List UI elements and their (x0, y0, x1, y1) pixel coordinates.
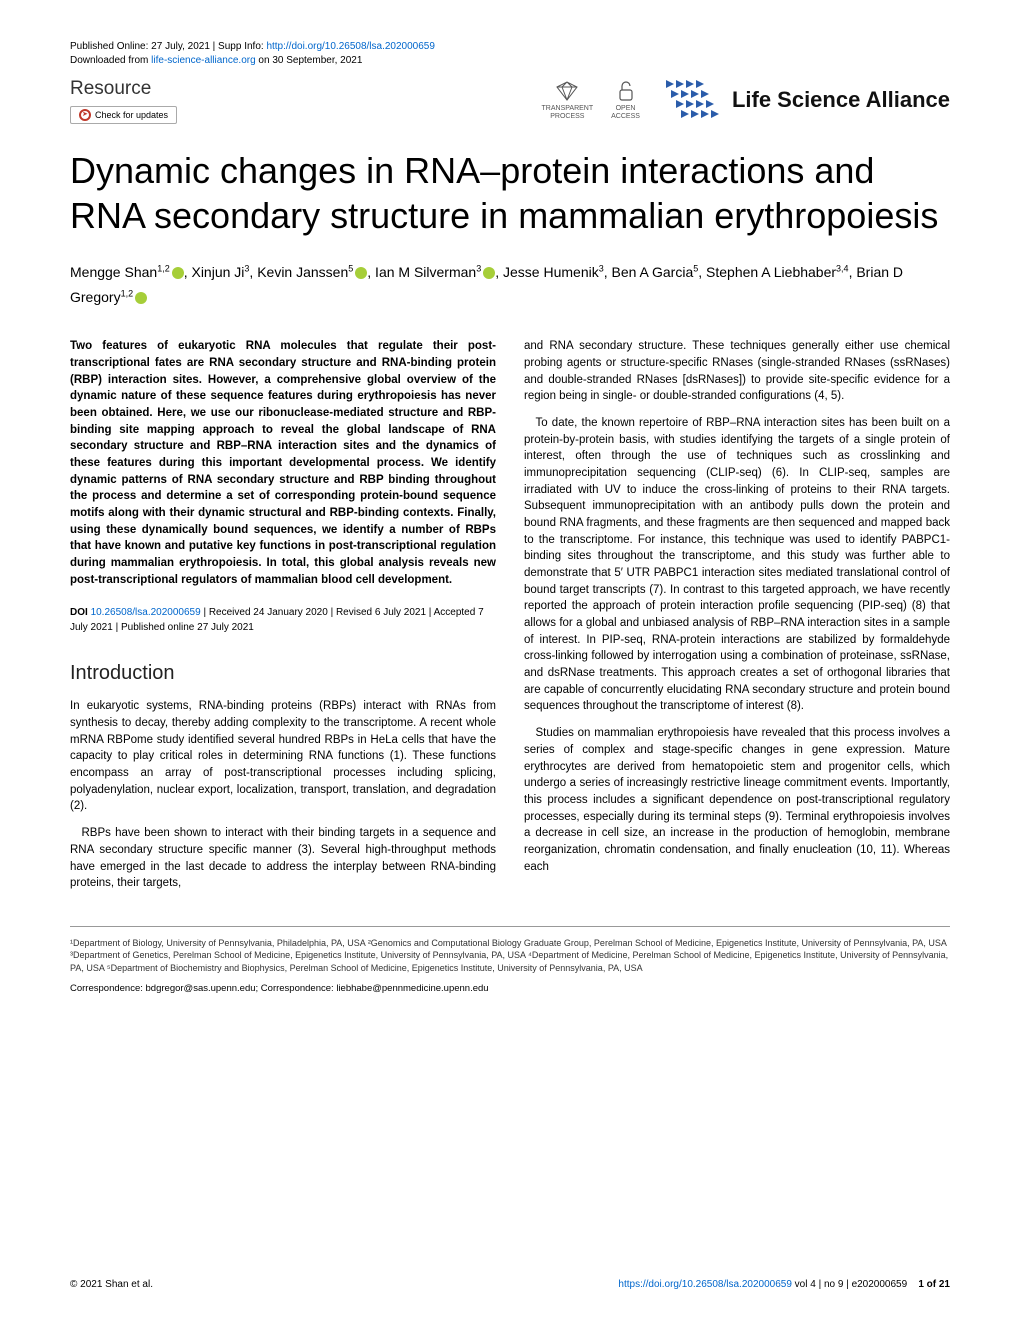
article-title: Dynamic changes in RNA–protein interacti… (70, 148, 950, 238)
col2-p2: To date, the known repertoire of RBP–RNA… (524, 415, 950, 715)
author-7-sup: 3,4 (836, 263, 849, 273)
page-number: 1 of 21 (918, 1279, 950, 1290)
lock-open-icon (616, 80, 636, 102)
orcid-icon[interactable] (355, 267, 367, 279)
check-updates-button[interactable]: Check for updates (70, 106, 177, 124)
author-7: , Stephen A Liebhaber (698, 264, 836, 280)
orcid-icon[interactable] (172, 267, 184, 279)
pub-line: Published Online: 27 July, 2021 | Supp I… (70, 41, 266, 52)
journal-name: Life Science Alliance (732, 87, 950, 113)
intro-p2: RBPs have been shown to interact with th… (70, 825, 496, 892)
footer-doi-link[interactable]: https://doi.org/10.26508/lsa.202000659 (618, 1279, 791, 1290)
doi-line: DOI 10.26508/lsa.202000659 | Received 24… (70, 606, 496, 635)
author-8-sup: 1,2 (121, 289, 134, 299)
correspondence: Correspondence: bdgregor@sas.upenn.edu; … (70, 983, 950, 994)
pub-link[interactable]: http://doi.org/10.26508/lsa.202000659 (266, 41, 434, 52)
col2-p3: Studies on mammalian erythropoiesis have… (524, 725, 950, 875)
doi-link[interactable]: 10.26508/lsa.202000659 (91, 607, 201, 618)
right-column: and RNA secondary structure. These techn… (524, 338, 950, 901)
author-4-sup: 3 (476, 263, 481, 273)
resource-label: Resource (70, 78, 177, 100)
open-access-badge: OPEN ACCESS (611, 80, 640, 120)
header-pub-info: Published Online: 27 July, 2021 | Supp I… (70, 40, 950, 68)
download-line: Downloaded from (70, 55, 151, 66)
open-l1: OPEN (616, 105, 636, 113)
page-footer: © 2021 Shan et al. https://doi.org/10.26… (70, 1279, 950, 1290)
transparent-l2: PROCESS (550, 113, 584, 121)
author-3-sup: 5 (348, 263, 353, 273)
download-suffix: on 30 September, 2021 (256, 55, 363, 66)
diamond-icon (553, 80, 581, 102)
transparent-process-badge: TRANSPARENT PROCESS (542, 80, 594, 120)
intro-p1: In eukaryotic systems, RNA-binding prote… (70, 698, 496, 815)
footer-citation: vol 4 | no 9 | e202000659 (792, 1279, 907, 1290)
doi-label: DOI (70, 607, 91, 618)
author-1: Mengge Shan (70, 264, 157, 280)
intro-heading: Introduction (70, 659, 496, 688)
download-link[interactable]: life-science-alliance.org (151, 55, 256, 66)
author-5: , Jesse Humenik (495, 264, 598, 280)
open-l2: ACCESS (611, 113, 640, 121)
affiliations: ¹Department of Biology, University of Pe… (70, 926, 950, 975)
author-6: , Ben A Garcia (604, 264, 694, 280)
check-updates-icon (79, 109, 91, 121)
transparent-l1: TRANSPARENT (542, 105, 594, 113)
check-updates-label: Check for updates (95, 110, 168, 120)
orcid-icon[interactable] (483, 267, 495, 279)
abstract-text: Two features of eukaryotic RNA molecules… (70, 338, 496, 588)
authors-list: Mengge Shan1,2, Xinjun Ji3, Kevin Jansse… (70, 260, 950, 310)
journal-brand: Life Science Alliance (658, 78, 950, 122)
badges-row: TRANSPARENT PROCESS OPEN ACCESS (542, 78, 950, 122)
author-4: , Ian M Silverman (367, 264, 476, 280)
left-column: Two features of eukaryotic RNA molecules… (70, 338, 496, 901)
two-column-layout: Two features of eukaryotic RNA molecules… (70, 338, 950, 901)
author-2: , Xinjun Ji (184, 264, 245, 280)
copyright: © 2021 Shan et al. (70, 1279, 153, 1290)
author-1-sup: 1,2 (157, 263, 170, 273)
author-3: , Kevin Janssen (249, 264, 348, 280)
brand-logo-icon (658, 78, 722, 122)
resource-row: Resource Check for updates TRANSPARENT P… (70, 78, 950, 126)
col2-p1: and RNA secondary structure. These techn… (524, 338, 950, 405)
orcid-icon[interactable] (135, 292, 147, 304)
